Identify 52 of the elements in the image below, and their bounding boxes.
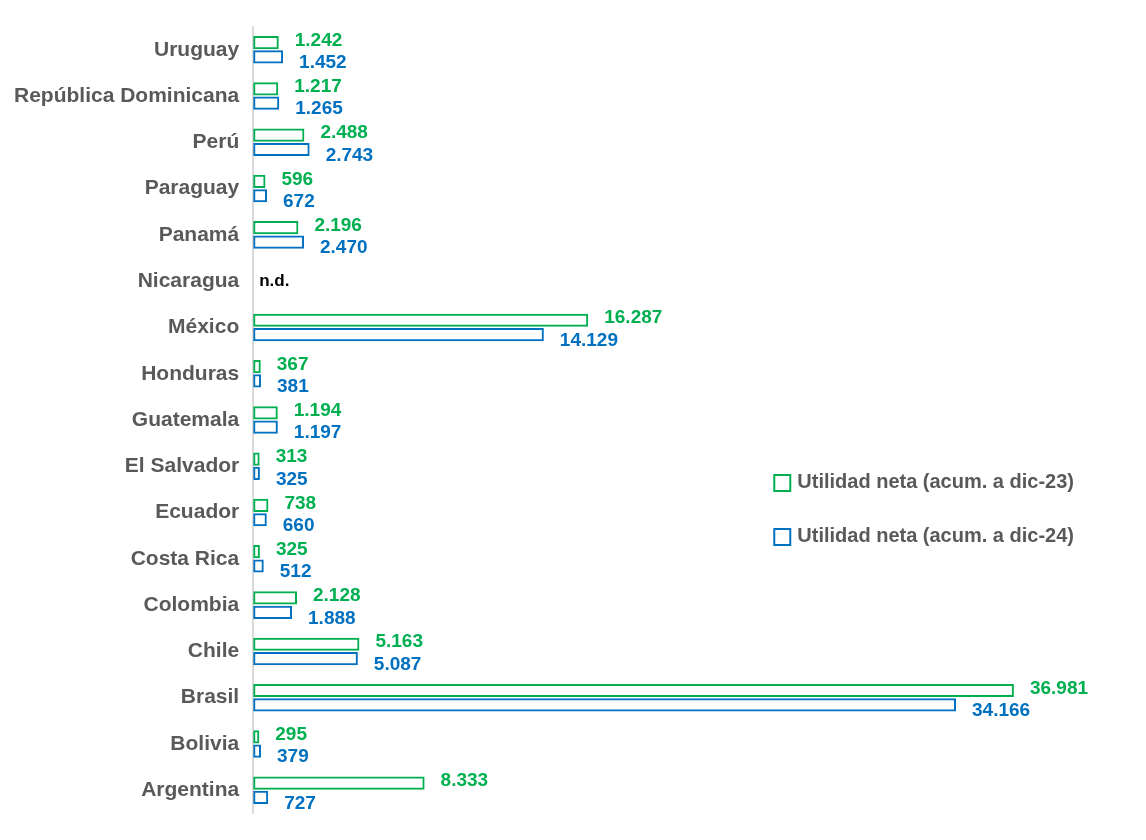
data-label: 295: [275, 723, 308, 745]
data-label: 2.128: [312, 584, 361, 606]
legend-label: Utilidad neta (acum. a dic-23): [797, 470, 1075, 493]
y-tick-label: Panamá: [158, 221, 240, 245]
data-label: 1.217: [294, 75, 342, 97]
data-label: 1.194: [293, 399, 342, 421]
y-tick-label: Honduras: [141, 360, 240, 384]
y-tick-label: El Salvador: [124, 453, 240, 477]
legend-label: Utilidad neta (acum. a dic-24): [797, 524, 1075, 547]
y-tick-label: Paraguay: [144, 175, 240, 199]
data-label: 34.166: [972, 699, 1031, 721]
data-label: 325: [275, 467, 309, 489]
data-label: 8.333: [440, 769, 489, 791]
data-label: 313: [275, 445, 308, 467]
data-label: 727: [284, 791, 316, 813]
data-label: 738: [284, 491, 317, 513]
y-tick-label: Colombia: [143, 591, 240, 615]
data-label: 2.196: [314, 213, 362, 235]
y-tick-label: Argentina: [141, 777, 240, 801]
y-tick-label: Nicaragua: [137, 267, 240, 291]
data-label: 2.743: [325, 143, 374, 165]
data-label: 5.087: [373, 652, 422, 674]
data-label: 325: [275, 537, 309, 559]
y-tick-label: Perú: [192, 129, 240, 153]
annotation: n.d.: [259, 270, 290, 290]
y-tick-label: Ecuador: [155, 499, 240, 523]
y-tick-label: Bolivia: [170, 730, 240, 754]
data-label: 367: [276, 352, 309, 374]
y-tick-label: Guatemala: [131, 406, 240, 430]
data-label: 1.452: [299, 51, 347, 73]
y-tick-label: Uruguay: [154, 36, 240, 60]
data-label: 596: [281, 167, 314, 189]
data-label: 1.197: [293, 421, 342, 443]
data-label: 381: [277, 375, 310, 397]
y-tick-label: República Dominicana: [14, 82, 240, 106]
data-label: 2.488: [320, 121, 368, 143]
y-tick-label: México: [168, 314, 240, 338]
data-label: 14.129: [559, 328, 618, 350]
y-tick-label: Brasil: [180, 684, 240, 708]
data-label: 36.981: [1029, 676, 1089, 698]
data-label: 2.470: [320, 236, 368, 258]
data-label: 660: [282, 513, 315, 535]
y-tick-label: Chile: [187, 638, 240, 662]
data-label: 379: [277, 745, 309, 767]
data-label: 1.888: [308, 606, 356, 628]
data-label: 672: [283, 190, 315, 211]
y-tick-label: Costa Rica: [130, 545, 240, 569]
data-label: 1.265: [295, 97, 344, 119]
data-label: 5.163: [375, 630, 423, 652]
data-label: 512: [279, 560, 312, 582]
data-label: 16.287: [604, 306, 663, 328]
data-label: 1.242: [294, 28, 343, 50]
